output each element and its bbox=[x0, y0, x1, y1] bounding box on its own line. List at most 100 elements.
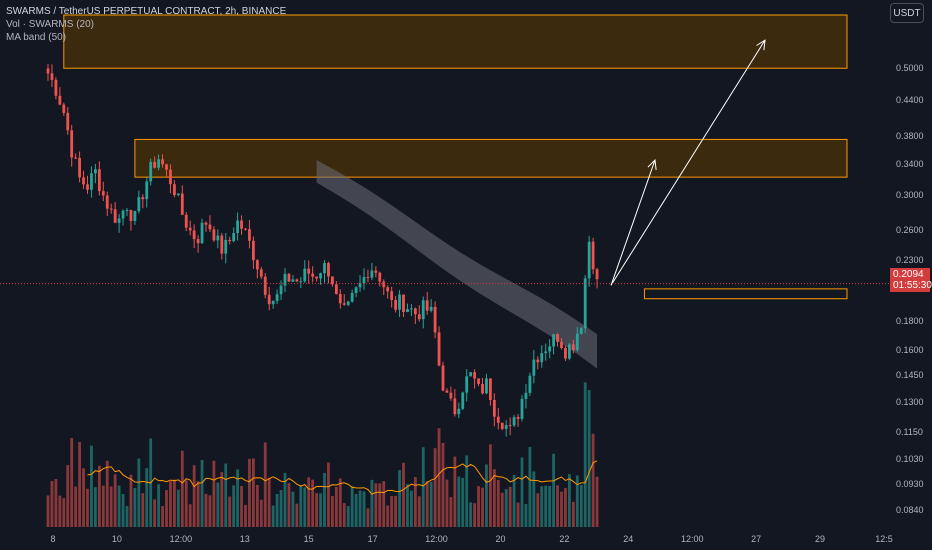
candle-body bbox=[500, 422, 504, 429]
volume-bar bbox=[275, 494, 279, 527]
candle-body bbox=[165, 164, 168, 170]
price-tick-label: 0.1600 bbox=[896, 345, 924, 356]
candle-body bbox=[66, 112, 70, 131]
volume-bar bbox=[544, 485, 548, 527]
candle-body bbox=[465, 376, 469, 393]
price-tick-label: 0.3800 bbox=[896, 131, 924, 142]
volume-bar bbox=[524, 504, 528, 527]
volume-bar bbox=[200, 460, 204, 527]
candle-body bbox=[90, 173, 93, 190]
volume-bar bbox=[406, 484, 409, 527]
volume-bar bbox=[334, 486, 338, 527]
volume-bar bbox=[133, 488, 137, 527]
candle-body bbox=[564, 347, 567, 359]
time-tick-label: 12:00 bbox=[169, 534, 193, 544]
candle-body bbox=[489, 378, 492, 400]
candle-body bbox=[50, 73, 54, 80]
volume-bar bbox=[271, 505, 275, 527]
volume-bar bbox=[295, 503, 299, 527]
volume-bar bbox=[402, 462, 405, 527]
candle-body bbox=[386, 287, 390, 292]
volume-bar bbox=[500, 492, 504, 527]
candle-body bbox=[560, 341, 563, 348]
candle-body bbox=[398, 294, 401, 310]
candle-body bbox=[575, 333, 579, 351]
volume-bar bbox=[315, 493, 318, 527]
volume-bar bbox=[97, 465, 101, 527]
candle-body bbox=[508, 425, 512, 427]
volume-bar bbox=[485, 464, 488, 527]
candle-body bbox=[520, 398, 524, 419]
candle-body bbox=[378, 272, 382, 282]
volume-bar bbox=[153, 499, 157, 527]
volume-bar bbox=[208, 495, 212, 527]
volume-bar bbox=[259, 499, 263, 527]
candle-body bbox=[54, 79, 58, 96]
price-tick-label: 0.2300 bbox=[896, 255, 924, 266]
price-tick-label: 0.2600 bbox=[896, 225, 924, 236]
volume-bar bbox=[248, 458, 251, 527]
currency-button[interactable]: USDT bbox=[890, 3, 924, 23]
candle-body bbox=[342, 303, 346, 305]
candle-body bbox=[370, 270, 374, 278]
projection-arrow bbox=[610, 39, 766, 286]
volume-bar bbox=[311, 479, 315, 527]
volume-bar bbox=[564, 488, 567, 527]
volume-bar bbox=[113, 474, 117, 527]
candle-body bbox=[485, 378, 488, 394]
supply-zones bbox=[63, 14, 848, 300]
last-price-tag: 0.2094 01:55:30 bbox=[890, 268, 932, 292]
candle-body bbox=[536, 359, 540, 363]
projection-arrowhead bbox=[756, 39, 766, 51]
volume-bar bbox=[556, 485, 559, 527]
volume-bar bbox=[137, 458, 141, 527]
volume-bar bbox=[532, 471, 536, 527]
candle-body bbox=[556, 334, 559, 342]
volume-bar bbox=[410, 490, 413, 527]
candle-body bbox=[441, 365, 445, 391]
volume-bar bbox=[66, 465, 70, 527]
price-tick-label: 0.0930 bbox=[896, 479, 924, 490]
candle-body bbox=[548, 346, 552, 352]
candle-body bbox=[259, 269, 263, 277]
volume-bar bbox=[62, 498, 66, 527]
candle-body bbox=[433, 306, 437, 333]
volume-bar bbox=[58, 495, 62, 527]
candle-body bbox=[307, 268, 311, 274]
time-tick-label: 22 bbox=[559, 534, 570, 544]
time-tick-label: 10 bbox=[111, 534, 122, 544]
candle-body bbox=[70, 130, 74, 158]
supply-zone bbox=[63, 14, 848, 69]
candle-body bbox=[212, 229, 216, 241]
price-tick-label: 0.1300 bbox=[896, 396, 924, 407]
volume-bar bbox=[473, 503, 476, 527]
volume-bar bbox=[366, 508, 370, 527]
volume-bar bbox=[417, 496, 421, 527]
price-tick-label: 0.1030 bbox=[896, 454, 924, 465]
candle-body bbox=[97, 169, 101, 192]
volume-bar bbox=[327, 462, 330, 527]
volume-bar bbox=[236, 469, 239, 527]
volume-bar bbox=[228, 496, 232, 527]
candle-body bbox=[524, 392, 528, 399]
time-tick-label: 24 bbox=[623, 534, 634, 544]
volume-bar bbox=[220, 472, 224, 527]
candle-body bbox=[196, 239, 200, 244]
supply-zone bbox=[134, 138, 848, 178]
volume-bar bbox=[358, 490, 362, 527]
time-tick-label: 29 bbox=[815, 534, 826, 544]
candle-body bbox=[244, 228, 247, 230]
time-tick-label: 8 bbox=[50, 534, 56, 544]
candle-body bbox=[374, 270, 378, 273]
volume-bar bbox=[204, 493, 208, 527]
candle-body bbox=[579, 328, 583, 334]
volume-bar bbox=[331, 496, 334, 527]
candle-body bbox=[473, 372, 476, 379]
candle-body bbox=[512, 417, 516, 426]
volume-bar bbox=[224, 463, 228, 527]
candle-body bbox=[228, 239, 232, 242]
time-tick-label: 27 bbox=[751, 534, 762, 544]
volume-bar bbox=[263, 442, 267, 527]
volume-bar bbox=[291, 491, 295, 527]
